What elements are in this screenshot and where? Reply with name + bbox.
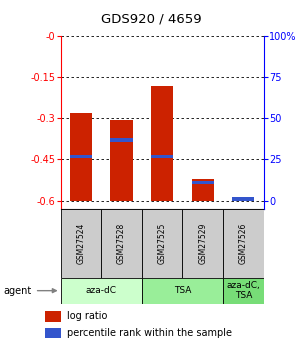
Bar bbox=[70, 155, 92, 158]
Text: agent: agent bbox=[3, 286, 31, 296]
Text: aza-dC,
TSA: aza-dC, TSA bbox=[226, 281, 260, 300]
Bar bbox=[232, 197, 255, 201]
Bar bbox=[142, 209, 182, 278]
Text: GSM27529: GSM27529 bbox=[198, 223, 207, 264]
Text: GDS920 / 4659: GDS920 / 4659 bbox=[101, 12, 202, 25]
Bar bbox=[110, 138, 133, 142]
Bar bbox=[61, 209, 101, 278]
Bar bbox=[182, 209, 223, 278]
Bar bbox=[223, 209, 264, 278]
Text: GSM27528: GSM27528 bbox=[117, 223, 126, 264]
Bar bbox=[151, 155, 173, 158]
Bar bbox=[191, 179, 214, 200]
Text: log ratio: log ratio bbox=[67, 312, 108, 321]
Text: TSA: TSA bbox=[174, 286, 191, 295]
Bar bbox=[142, 278, 223, 304]
Text: GSM27525: GSM27525 bbox=[158, 223, 167, 264]
Bar bbox=[61, 278, 142, 304]
Text: GSM27524: GSM27524 bbox=[76, 223, 85, 264]
Bar bbox=[101, 209, 142, 278]
Bar bbox=[223, 278, 264, 304]
Text: percentile rank within the sample: percentile rank within the sample bbox=[67, 328, 232, 338]
Text: GSM27526: GSM27526 bbox=[239, 223, 248, 264]
Bar bbox=[45, 311, 61, 322]
Bar bbox=[110, 120, 133, 200]
Bar bbox=[45, 328, 61, 338]
Text: aza-dC: aza-dC bbox=[86, 286, 117, 295]
Bar bbox=[70, 113, 92, 200]
Bar bbox=[191, 181, 214, 185]
Bar bbox=[151, 86, 173, 200]
